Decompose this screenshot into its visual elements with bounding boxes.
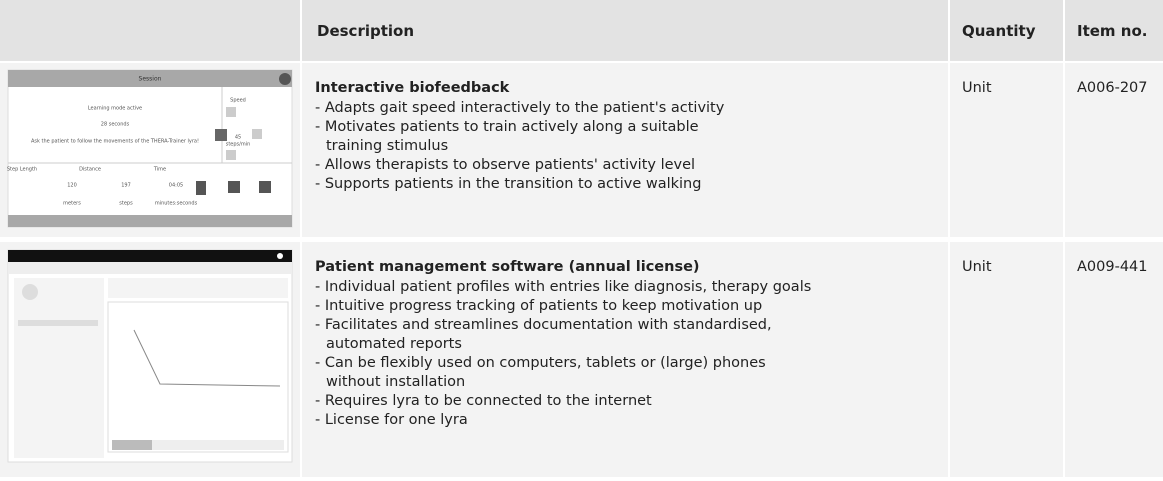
thumb-text: meters [63, 201, 81, 207]
thumbnail-cell: Session Learning mode active 28 seconds As… [0, 63, 300, 237]
header-cell: Description [302, 0, 948, 61]
description-cell: Interactive biofeedback - Adapts gait spe… [302, 63, 948, 237]
item-no-cell: A006-207 [1065, 63, 1163, 237]
item-no-cell: A009-441 [1065, 242, 1163, 477]
thumb-text: Speed [230, 98, 246, 104]
bullet-line: training stimulus [326, 138, 449, 154]
bullet-line: automated reports [326, 336, 462, 352]
thumb-text: 197 [121, 183, 131, 189]
thumb-text: 04:05 [169, 183, 183, 189]
thumb-text: Ask the patient to follow the movements … [31, 139, 199, 145]
bullet-line: - Supports patients in the transition to… [315, 176, 702, 192]
bullet-line: - Intuitive progress tracking of patient… [315, 298, 763, 314]
bullet-line: - Allows therapists to observe patients'… [315, 157, 696, 173]
thumb-text: minutes:seconds [155, 201, 198, 207]
thumb-text: Time [153, 167, 166, 173]
header-blank [0, 0, 300, 61]
item-title: Interactive biofeedback [315, 80, 510, 96]
thumb-text: 45 [235, 135, 241, 141]
bullet-line: without installation [326, 374, 466, 390]
header-cell: Item no. [1065, 0, 1163, 61]
thumb-text: 28 seconds [101, 122, 130, 128]
quantity-cell: Unit [950, 63, 1063, 237]
thumb-text: Learning mode active [88, 106, 142, 112]
quantity-cell: Unit [950, 242, 1063, 477]
thumbnail-session: Session Learning mode active 28 seconds As… [7, 69, 293, 228]
thumb-title: Session [139, 76, 162, 83]
header-cell: Quantity [950, 0, 1063, 61]
thumb-text: Distance [79, 167, 101, 173]
bullet-line: - Can be flexibly used on computers, tab… [315, 355, 766, 371]
thumb-text: 120 [67, 183, 77, 189]
bullet-line: - Individual patient profiles with entri… [315, 279, 812, 295]
thumb-text: steps/min [226, 142, 251, 148]
bullet-line: - Requires lyra to be connected to the i… [315, 393, 652, 409]
item-title: Patient management software (annual lice… [315, 259, 700, 275]
description-cell: Patient management software (annual lice… [302, 242, 948, 477]
bullet-line: - Adapts gait speed interactively to the… [315, 100, 725, 116]
thumb-text: steps [119, 201, 133, 207]
thumb-text: Step Length [7, 167, 37, 173]
thumbnail-cell [0, 242, 300, 477]
thumbnail-software [7, 249, 293, 463]
bullet-line: - License for one lyra [315, 412, 468, 428]
bullet-line: - Facilitates and streamlines documentat… [315, 317, 772, 333]
bullet-line: - Motivates patients to train actively a… [315, 119, 699, 135]
